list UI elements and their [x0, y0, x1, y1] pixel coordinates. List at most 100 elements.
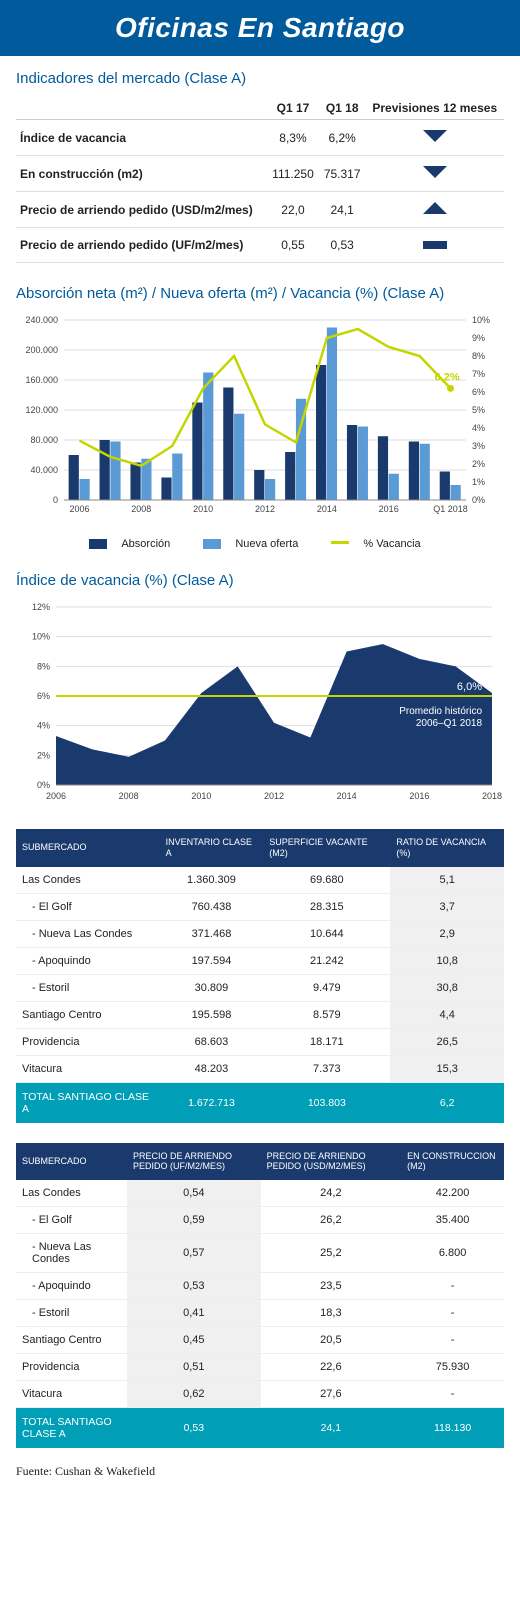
svg-text:Q1 2018: Q1 2018 [433, 504, 468, 514]
table-cell: - Estoril [16, 974, 160, 1001]
table-cell: 0,54 [127, 1180, 261, 1207]
ind-q17: 0,55 [267, 228, 319, 263]
table-header: SUBMERCADO [16, 829, 160, 867]
table-total-cell: 103.803 [263, 1082, 390, 1123]
table-row: - Apoquindo197.59421.24210,8 [16, 947, 504, 974]
svg-text:2006: 2006 [46, 791, 66, 801]
table-cell: - El Golf [16, 1207, 127, 1234]
svg-text:1%: 1% [472, 477, 485, 487]
table-cell: 195.598 [160, 1001, 264, 1028]
indicators-title: Indicadores del mercado (Clase A) [16, 70, 504, 87]
table-row: Las Condes1.360.30969.6805,1 [16, 867, 504, 894]
table-cell: 1.360.309 [160, 867, 264, 894]
triangle-down-icon [423, 166, 447, 178]
svg-text:3%: 3% [472, 441, 485, 451]
triangle-down-icon [423, 130, 447, 142]
svg-text:2016: 2016 [409, 791, 429, 801]
table-cell: 15,3 [390, 1055, 504, 1082]
table-cell: 18.171 [263, 1028, 390, 1055]
ind-q18: 0,53 [319, 228, 366, 263]
svg-text:10%: 10% [32, 632, 50, 642]
table-cell: 0,62 [127, 1381, 261, 1408]
table-cell: 6.800 [401, 1234, 504, 1273]
table-total-cell: 118.130 [401, 1408, 504, 1449]
table-cell: 25,2 [261, 1234, 402, 1273]
table-cell: - El Golf [16, 893, 160, 920]
ind-trend [365, 120, 504, 156]
table-cell: 26,5 [390, 1028, 504, 1055]
table-row: - Apoquindo0,5323,5- [16, 1273, 504, 1300]
table-cell: 0,53 [127, 1273, 261, 1300]
svg-text:2014: 2014 [317, 504, 337, 514]
svg-text:4%: 4% [472, 423, 485, 433]
submarket-table-1-section: SUBMERCADOINVENTARIO CLASE ASUPERFICIE V… [0, 817, 520, 1131]
table-total-cell: 1.672.713 [160, 1082, 264, 1123]
svg-text:2%: 2% [472, 459, 485, 469]
svg-text:200.000: 200.000 [25, 345, 58, 355]
table-cell: 28.315 [263, 893, 390, 920]
svg-text:0%: 0% [37, 780, 50, 790]
svg-text:6%: 6% [37, 691, 50, 701]
ind-q18: 24,1 [319, 192, 366, 228]
ind-q17: 8,3% [267, 120, 319, 156]
table-cell: 371.468 [160, 920, 264, 947]
ind-row: Precio de arriendo pedido (UF/m2/mes)0,5… [16, 228, 504, 263]
table-cell: 197.594 [160, 947, 264, 974]
ind-label: Índice de vacancia [16, 120, 267, 156]
table-header: SUBMERCADO [16, 1143, 127, 1181]
table-cell: 10,8 [390, 947, 504, 974]
table-cell: Providencia [16, 1354, 127, 1381]
indicators-table: Q1 17Q1 18Previsiones 12 meses Índice de… [16, 97, 504, 263]
svg-text:2012: 2012 [264, 791, 284, 801]
table-total-cell: TOTAL SANTIAGO CLASE A [16, 1082, 160, 1123]
ind-trend [365, 156, 504, 192]
svg-text:2%: 2% [37, 750, 50, 760]
table-row: - El Golf0,5926,235.400 [16, 1207, 504, 1234]
svg-text:2006: 2006 [69, 504, 89, 514]
ind-row: Índice de vacancia8,3%6,2% [16, 120, 504, 156]
ind-header [16, 97, 267, 120]
bar-chart-legend: Absorción Nueva oferta % Vacancia [16, 538, 504, 550]
svg-text:6%: 6% [472, 387, 485, 397]
ind-trend [365, 228, 504, 263]
table-cell: 27,6 [261, 1381, 402, 1408]
svg-text:120.000: 120.000 [25, 405, 58, 415]
table-row: Providencia68.60318.17126,5 [16, 1028, 504, 1055]
table-cell: 0,41 [127, 1300, 261, 1327]
indicators-section: Indicadores del mercado (Clase A) Q1 17Q… [0, 56, 520, 271]
table-cell: 5,1 [390, 867, 504, 894]
table-cell: Santiago Centro [16, 1001, 160, 1028]
bar-chart-title: Absorción neta (m²) / Nueva oferta (m²) … [16, 285, 504, 302]
table-cell: Vitacura [16, 1381, 127, 1408]
table-cell: 0,51 [127, 1354, 261, 1381]
svg-text:12%: 12% [32, 602, 50, 612]
ind-header: Q1 18 [319, 97, 366, 120]
legend-vacancia: % Vacancia [363, 538, 420, 550]
table-cell: 26,2 [261, 1207, 402, 1234]
table-cell: 75.930 [401, 1354, 504, 1381]
table-cell: 20,5 [261, 1327, 402, 1354]
svg-text:2018: 2018 [482, 791, 502, 801]
table-row: - Nueva Las Condes371.46810.6442,9 [16, 920, 504, 947]
svg-text:8%: 8% [472, 351, 485, 361]
table-cell: - Estoril [16, 1300, 127, 1327]
table-cell: - Nueva Las Condes [16, 920, 160, 947]
table-total-cell: TOTAL SANTIAGO CLASE A [16, 1408, 127, 1449]
ind-q18: 75.317 [319, 156, 366, 192]
ind-label: Precio de arriendo pedido (UF/m2/mes) [16, 228, 267, 263]
svg-text:6,0%: 6,0% [457, 681, 482, 693]
svg-text:Promedio histórico: Promedio histórico [399, 706, 482, 717]
table-header: INVENTARIO CLASE A [160, 829, 264, 867]
table-cell: Vitacura [16, 1055, 160, 1082]
table-header: RATIO DE VACANCIA (%) [390, 829, 504, 867]
table-cell: 35.400 [401, 1207, 504, 1234]
ind-q18: 6,2% [319, 120, 366, 156]
bar-chart-section: Absorción neta (m²) / Nueva oferta (m²) … [0, 271, 520, 558]
triangle-up-icon [423, 202, 447, 214]
svg-text:240.000: 240.000 [25, 315, 58, 325]
table-cell: 0,45 [127, 1327, 261, 1354]
table-cell: 3,7 [390, 893, 504, 920]
table-row: - Estoril0,4118,3- [16, 1300, 504, 1327]
table-header: PRECIO DE ARRIENDO PEDIDO (USD/M2/MES) [261, 1143, 402, 1181]
table-cell: 0,59 [127, 1207, 261, 1234]
